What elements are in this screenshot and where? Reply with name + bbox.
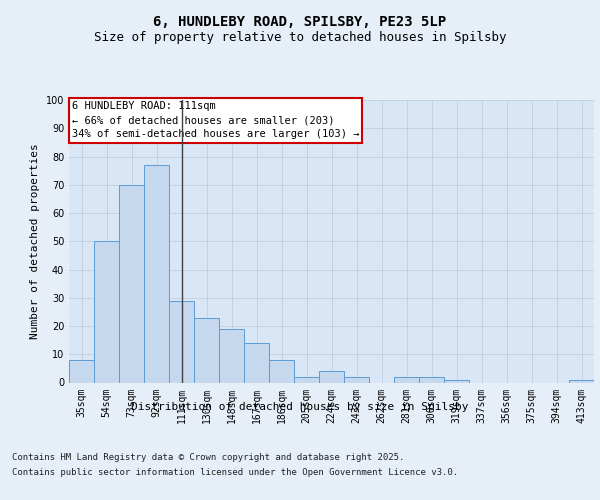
Bar [219, 329, 244, 382]
Bar [444, 380, 469, 382]
Text: 6 HUNDLEBY ROAD: 111sqm
← 66% of detached houses are smaller (203)
34% of semi-d: 6 HUNDLEBY ROAD: 111sqm ← 66% of detache… [71, 102, 359, 140]
Text: Contains public sector information licensed under the Open Government Licence v3: Contains public sector information licen… [12, 468, 458, 477]
Text: Contains HM Land Registry data © Crown copyright and database right 2025.: Contains HM Land Registry data © Crown c… [12, 453, 404, 462]
Bar [344, 377, 369, 382]
Bar [419, 377, 444, 382]
Bar [69, 360, 94, 382]
Bar [119, 185, 144, 382]
Y-axis label: Number of detached properties: Number of detached properties [30, 144, 40, 339]
Text: Size of property relative to detached houses in Spilsby: Size of property relative to detached ho… [94, 31, 506, 44]
Bar [244, 343, 269, 382]
Text: 6, HUNDLEBY ROAD, SPILSBY, PE23 5LP: 6, HUNDLEBY ROAD, SPILSBY, PE23 5LP [154, 16, 446, 30]
Bar [194, 318, 219, 382]
Text: Distribution of detached houses by size in Spilsby: Distribution of detached houses by size … [131, 402, 469, 412]
Bar [294, 377, 319, 382]
Bar [569, 380, 594, 382]
Bar [94, 242, 119, 382]
Bar [169, 300, 194, 382]
Bar [394, 377, 419, 382]
Bar [144, 165, 169, 382]
Bar [269, 360, 294, 382]
Bar [319, 371, 344, 382]
